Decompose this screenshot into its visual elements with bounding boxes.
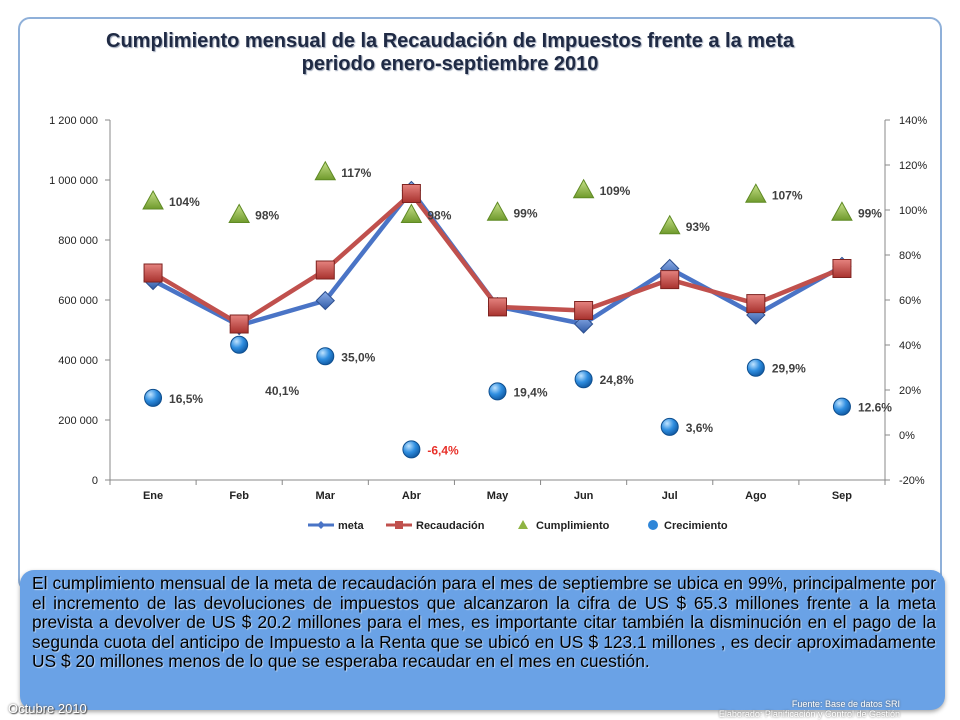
cumplimiento-label: 98% [427,209,451,223]
recaudacion-point [574,301,594,320]
legend-meta-label: meta [338,520,365,532]
right-axis-tick-label: 20% [899,385,921,397]
crecimiento-label: 19,4% [514,385,548,399]
left-axis-tick-label: 800 000 [58,235,98,247]
cumplimiento-point [400,203,423,223]
right-axis-tick-label: 140% [899,115,927,127]
crecimiento-point [832,397,851,416]
left-axis-tick-label: 0 [92,475,98,487]
right-axis-tick-label: -20% [899,475,925,487]
left-axis-tick-label: 200 000 [58,415,98,427]
footer-prepared: Elaborado: Planificación y Control de Ge… [718,709,900,719]
right-axis-tick-label: 120% [899,160,927,172]
x-axis-category-label: Jul [662,490,678,502]
crecimiento-point [402,440,421,459]
crecimiento-label: 16,5% [169,392,203,406]
crecimiento-label: 12.6% [858,401,892,415]
recaudacion-point [488,297,507,317]
x-axis-category-label: Ago [745,490,767,502]
left-axis-tick-label: 400 000 [58,355,98,367]
legend-crecimiento-marker [648,520,658,530]
cumplimiento-point [744,183,767,203]
recaudacion-point [315,260,335,280]
cumplimiento-point [486,201,509,221]
recaudacion-point [746,294,766,314]
left-axis-tick-label: 1 000 000 [49,175,98,187]
recaudacion-point [143,263,163,283]
cumplimiento-label: 99% [858,206,882,220]
right-axis-tick-label: 40% [899,340,921,352]
description-text: El cumplimiento mensual de la meta de re… [32,573,936,671]
crecimiento-point [574,370,593,389]
description-box: El cumplimiento mensual de la meta de re… [20,570,945,710]
cumplimiento-point [658,214,681,235]
crecimiento-label: 35,0% [341,350,375,364]
chart-panel [18,17,942,592]
left-axis-tick-label: 600 000 [58,295,98,307]
crecimiento-label: -6,4% [427,443,459,457]
cumplimiento-label: 98% [255,209,279,223]
cumplimiento-label: 93% [686,220,710,234]
x-axis-category-label: Feb [229,490,249,502]
crecimiento-label: 3,6% [686,421,714,435]
cumplimiento-label: 107% [772,188,803,202]
chart-title: Cumplimiento mensual de la Recaudación d… [106,30,794,52]
recaudacion-point [229,314,249,334]
recaudacion-point [832,259,852,278]
footer-date: Octubre 2010 [8,701,87,716]
recaudacion-point [401,184,421,203]
cumplimiento-point [572,178,595,199]
cumplimiento-point [228,203,251,223]
chart-canvas: 0 200 000 400 000 600 000 800 000 1 000 000 1 … [49,115,927,532]
right-axis-tick-label: 100% [899,205,927,217]
footer-source: Fuente: Base de datos SRI [791,699,900,709]
legend-recaudacion-label: Recaudación [416,520,485,532]
crecimiento-point [316,347,335,366]
x-axis-category-label: May [487,490,509,502]
crecimiento-label: 24,8% [600,373,634,387]
cumplimiento-label: 109% [600,184,631,198]
cumplimiento-point [142,189,164,210]
legend-meta-marker [317,521,325,529]
chart-subtitle: periodo enero-septiembre 2010 [301,53,599,75]
right-axis-tick-label: 0% [899,430,915,442]
right-axis-tick-label: 60% [899,295,921,307]
cumplimiento-label: 117% [341,166,371,180]
cumplimiento-label: 104% [169,195,200,209]
legend-recaudacion-marker [395,521,403,529]
recaudacion-point [660,270,680,290]
cumplimiento-point [831,201,853,221]
crecimiento-point [144,388,163,407]
crecimiento-point [660,417,679,436]
cumplimiento-point [314,160,337,181]
crecimiento-label: 29,9% [772,362,806,376]
x-axis-category-label: Abr [402,490,422,502]
legend-crecimiento-label: Crecimiento [664,520,728,532]
crecimiento-point [230,335,249,354]
left-axis-tick-label: 1 200 000 [49,115,98,127]
legend-cumplimiento-marker [518,520,528,529]
legend-cumplimiento-label: Cumplimiento [536,520,610,532]
meta-point [315,290,335,311]
right-axis-tick-label: 80% [899,250,921,262]
crecimiento-point [746,358,765,377]
x-axis-category-label: Ene [143,490,163,502]
crecimiento-point [488,382,507,401]
crecimiento-label: 40,1% [265,384,299,398]
x-axis-category-label: Jun [574,490,594,502]
cumplimiento-label: 99% [514,206,538,220]
x-axis-category-label: Sep [832,490,852,502]
x-axis-category-label: Mar [315,490,335,502]
